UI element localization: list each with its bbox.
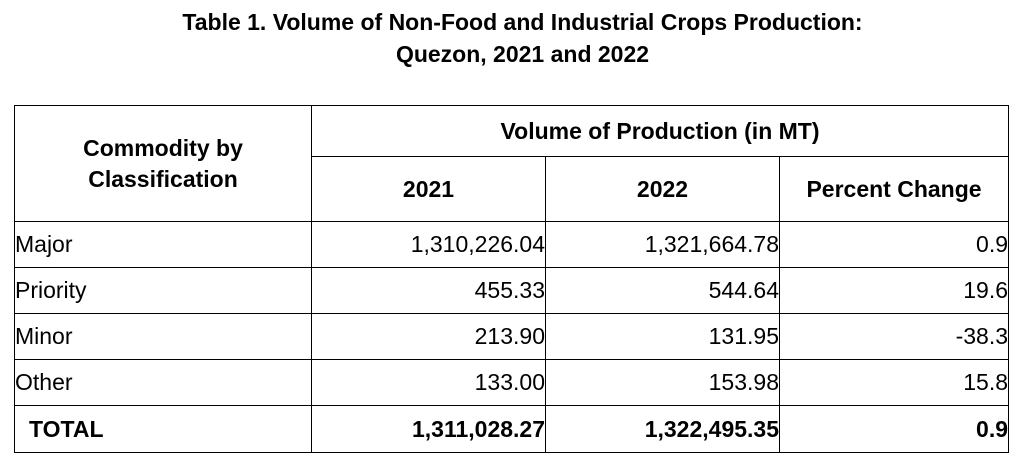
header-row-top: Commodity by Classification Volume of Pr… [14,105,1010,222]
header-row-sub: 2021 2022 Percent Change [15,156,1010,222]
value-2021: 455.33 [311,267,546,314]
value-2022: 153.98 [545,359,780,406]
value-2021: 213.90 [311,313,546,360]
table-row: Priority 455.33 544.64 19.6 [14,267,1010,314]
column-header-percent-change: Percent Change [778,156,1010,222]
percent-change: 15.8 [778,359,1010,406]
commodity-header-line-2: Classification [88,165,238,192]
total-row: TOTAL 1,311,028.27 1,322,495.35 0.9 [14,405,1010,453]
row-label: Other [14,359,312,406]
table-title-line-1: Table 1. Volume of Non-Food and Industri… [182,9,863,35]
total-2022: 1,322,495.35 [545,405,780,453]
table-row: Other 133.00 153.98 15.8 [14,359,1010,406]
value-2021: 1,310,226.04 [311,221,546,268]
table-title-line-2: Quezon, 2021 and 2022 [395,41,650,67]
percent-change: -38.3 [778,313,1010,360]
row-label: Priority [14,267,312,314]
commodity-column-header: Commodity by Classification [14,105,312,222]
total-label: TOTAL [14,405,312,453]
column-header-2022: 2022 [545,156,780,222]
value-2021: 133.00 [311,359,546,406]
table-title: Table 1. Volume of Non-Food and Industri… [0,6,1025,70]
total-2021: 1,311,028.27 [311,405,546,453]
value-2022: 544.64 [545,267,780,314]
commodity-header-line-1: Commodity by [83,134,243,161]
value-2022: 1,321,664.78 [545,221,780,268]
percent-change: 0.9 [778,221,1010,268]
column-header-2021: 2021 [311,156,546,222]
total-percent-change: 0.9 [778,405,1010,453]
table-row: Minor 213.90 131.95 -38.3 [14,313,1010,360]
percent-change: 19.6 [778,267,1010,314]
table-row: Major 1,310,226.04 1,321,664.78 0.9 [14,221,1010,268]
row-label: Major [14,221,312,268]
value-2022: 131.95 [545,313,780,360]
row-label: Minor [14,313,312,360]
production-table: Commodity by Classification Volume of Pr… [14,105,1010,453]
volume-group-header: Volume of Production (in MT) [310,105,1010,157]
